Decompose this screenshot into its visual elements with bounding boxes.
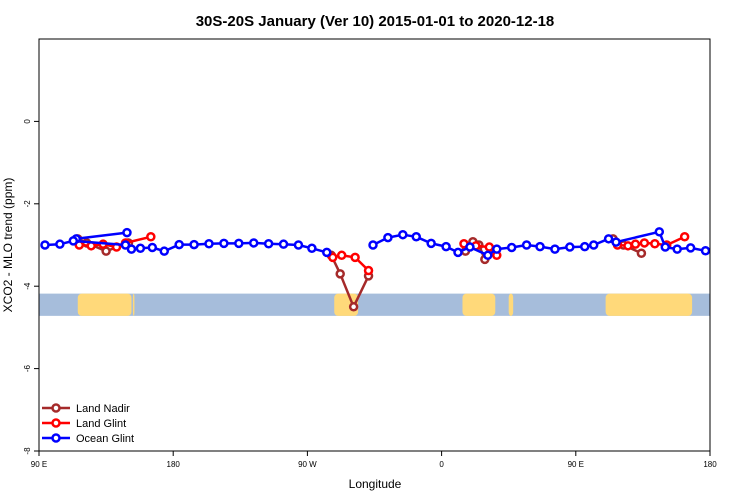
x-tick-label: 90 E	[568, 460, 584, 469]
land-glint-point	[327, 252, 338, 263]
legend-label-land-nadir: Land Nadir	[76, 403, 130, 415]
chart-title: 30S-20S January (Ver 10) 2015-01-01 to 2…	[196, 13, 555, 30]
legend: Land Nadir Land Glint Ocean Glint	[42, 403, 134, 445]
ocean-glint-point	[135, 243, 146, 254]
land-nadir-point	[335, 269, 345, 279]
ocean-glint-point	[685, 243, 696, 253]
land-glint-point	[146, 232, 156, 242]
legend-marker-land-glint	[51, 418, 61, 428]
ocean-glint-point	[700, 246, 711, 256]
ocean-glint-point	[368, 240, 378, 250]
legend-marker-land-nadir	[51, 403, 61, 413]
ocean-glint-point	[453, 247, 463, 258]
land-mass	[462, 293, 496, 316]
ocean-glint-point	[126, 244, 137, 254]
land-glint-point	[623, 241, 633, 251]
ocean-glint-point	[55, 239, 65, 249]
ocean-glint-point	[278, 239, 289, 249]
legend-label-ocean-glint: Ocean Glint	[76, 433, 134, 445]
plot-frame	[38, 38, 711, 452]
land-glint-point	[363, 265, 374, 276]
ocean-glint-point	[322, 247, 332, 258]
land-glint-point	[679, 232, 690, 242]
ocean-glint-point	[550, 244, 560, 254]
land-glint-point	[484, 242, 495, 252]
x-tick-label: 90 E	[31, 460, 47, 469]
land-glint-point	[639, 238, 650, 248]
ocean-glint-point	[588, 240, 599, 250]
ocean-glint-point	[521, 240, 532, 250]
ocean-glint-point	[68, 236, 79, 246]
land-mass	[77, 293, 132, 316]
ocean-glint-point	[660, 242, 671, 252]
ocean-glint-point	[120, 240, 131, 250]
legend-marker-ocean-glint	[51, 433, 61, 443]
ocean-glint-point	[122, 227, 132, 238]
ocean-glint-point	[204, 239, 214, 249]
land-nadir-line	[330, 254, 370, 309]
ocean-glint-point	[441, 241, 451, 252]
land-nadir-point	[636, 248, 647, 258]
ocean-glint-point	[248, 238, 259, 248]
y-tick-label: -4	[23, 282, 32, 290]
ocean-glint-point	[672, 244, 682, 254]
x-tick-label: 0	[439, 460, 444, 469]
ocean-glint-point	[383, 232, 393, 243]
series-layer	[40, 227, 711, 312]
ocean-glint-point	[234, 238, 244, 249]
ocean-glint-point	[40, 240, 50, 250]
ocean-glint-point	[307, 243, 317, 254]
ocean-glint-point	[506, 242, 517, 253]
ocean-glint-point	[263, 239, 274, 249]
land-mass	[684, 293, 690, 316]
ocean-glint-point	[492, 244, 502, 254]
land-mass	[605, 293, 693, 316]
ocean-glint-point	[465, 242, 475, 252]
series-ocean-glint	[40, 227, 711, 261]
land-mass	[508, 293, 514, 316]
ocean-glint-point	[483, 250, 493, 261]
ocean-glint-point	[426, 238, 436, 249]
x-tick-label: 180	[167, 460, 181, 469]
legend-label-land-glint: Land Glint	[76, 418, 126, 430]
land-nadir-point	[348, 302, 359, 312]
ocean-glint-point	[535, 241, 545, 252]
x-tick-label: 90 W	[298, 460, 317, 469]
y-axis: -8 -6 -4 -2 0	[23, 119, 39, 455]
x-axis: 90 E 180 90 W 0 90 E 180	[31, 451, 717, 469]
land-glint-point	[350, 252, 360, 263]
y-tick-label: -8	[23, 447, 32, 455]
land-glint-point	[630, 239, 641, 249]
x-axis-label: Longitude	[349, 477, 402, 491]
ocean-glint-point	[565, 242, 575, 252]
land-mass	[132, 293, 135, 316]
ocean-glint-point	[219, 238, 229, 249]
ocean-glint-point	[603, 234, 614, 244]
land-glint-point	[336, 250, 347, 261]
ocean-glint-point	[411, 232, 422, 242]
ocean-glint-point	[189, 239, 199, 250]
land-glint-point	[650, 239, 660, 249]
ocean-glint-point	[611, 237, 621, 247]
x-tick-label: 180	[703, 460, 717, 469]
ocean-glint-point	[147, 242, 158, 253]
y-tick-label: -6	[23, 364, 32, 372]
ocean-glint-point	[398, 229, 408, 240]
y-tick-label: 0	[23, 119, 32, 124]
ocean-glint-point	[159, 246, 170, 256]
y-tick-label: -2	[23, 200, 32, 208]
land-ocean-band	[39, 293, 710, 316]
ocean-glint-point	[293, 240, 304, 250]
ocean-band	[39, 293, 710, 316]
ocean-glint-point	[654, 227, 665, 237]
ocean-glint-point	[174, 239, 184, 250]
y-axis-label: XCO2 - MLO trend (ppm)	[1, 178, 15, 313]
ocean-glint-line	[76, 231, 128, 241]
ocean-glint-point	[579, 241, 590, 252]
